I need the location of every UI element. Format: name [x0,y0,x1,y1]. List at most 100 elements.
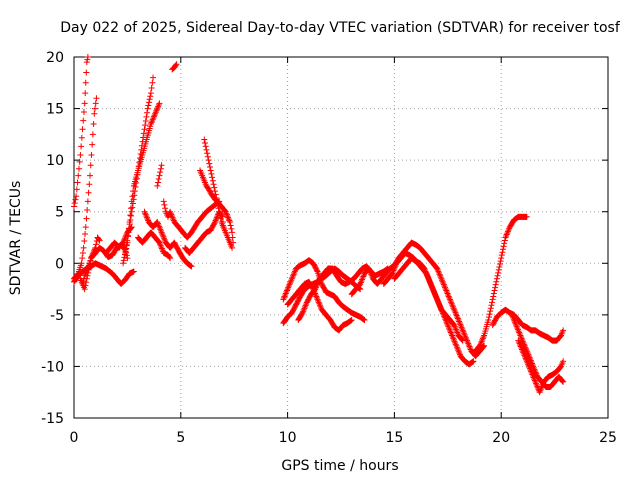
data-point [81,286,88,293]
data-point [290,271,297,278]
data-point [76,158,83,165]
data-point [73,186,80,193]
data-point [149,118,156,125]
data-point [138,142,145,149]
data-point [93,95,100,102]
data-point [519,338,526,345]
data-point [443,287,450,294]
data-point [225,216,232,223]
data-point [465,340,472,347]
data-point [523,358,530,365]
data-point [207,167,214,174]
data-point [301,303,308,310]
data-point [211,184,218,191]
data-point [128,208,135,215]
data-point [360,273,367,280]
data-point [520,339,527,346]
data-point [127,225,134,232]
data-point [154,220,161,227]
data-point [142,211,149,218]
data-point [123,241,130,248]
series-arc-1 [71,54,91,210]
data-point [78,134,85,141]
data-point [516,340,523,347]
data-point [217,215,224,222]
data-point [451,306,458,313]
data-point [303,300,310,307]
data-point [450,336,457,343]
data-point [449,333,456,340]
data-point [122,249,129,256]
data-point [459,325,466,332]
data-point [205,186,212,193]
data-point [289,274,296,281]
data-point [148,119,155,126]
data-point [426,277,433,284]
data-point [536,389,543,396]
data-point [436,302,443,309]
data-point [437,272,444,279]
series-arc-21 [348,239,488,360]
data-point [446,326,453,333]
data-point [428,283,435,290]
data-point [285,284,292,291]
data-point [91,246,98,253]
data-point [81,237,88,244]
data-point [457,322,464,329]
data-point [504,228,511,235]
data-point [159,232,166,239]
series-arc-17 [280,257,368,324]
data-point [454,315,461,322]
data-point [533,370,540,377]
y-tick-label: -5 [50,308,64,324]
x-tick-label: 10 [279,430,297,446]
x-tick-label: 25 [599,430,617,446]
data-point [122,233,129,240]
data-point [521,341,528,348]
data-point [556,333,563,340]
data-point [128,212,135,219]
data-point [516,331,523,338]
data-point [298,310,305,317]
data-point [487,308,494,315]
data-point [480,333,487,340]
data-point [444,322,451,329]
data-point [532,378,539,385]
data-point [143,113,150,120]
data-point [524,359,531,366]
data-point [126,221,133,228]
data-point [226,217,233,224]
data-point [85,189,92,196]
data-point [85,266,92,273]
data-point [512,320,519,327]
data-point [537,387,544,394]
data-point [155,179,162,186]
data-point [529,373,536,380]
data-point [282,290,289,297]
data-point [156,172,163,179]
data-point [226,219,233,226]
data-point [467,345,474,352]
plot-frame [73,56,609,419]
data-point [144,105,151,112]
data-point [456,350,463,357]
data-point [86,181,93,188]
data-point [145,102,152,109]
data-point [560,358,567,365]
data-point [532,369,539,376]
data-point [358,277,365,284]
data-point [367,269,374,276]
data-point [389,270,396,277]
data-point [389,269,396,276]
data-point [315,278,322,285]
data-point [155,176,162,183]
data-point [424,272,431,279]
data-point [466,343,473,350]
data-point [291,269,298,276]
data-point [392,263,399,270]
data-point [300,308,307,315]
data-point [120,238,127,245]
data-point [91,110,98,117]
data-point [458,324,465,331]
data-point [498,255,505,262]
